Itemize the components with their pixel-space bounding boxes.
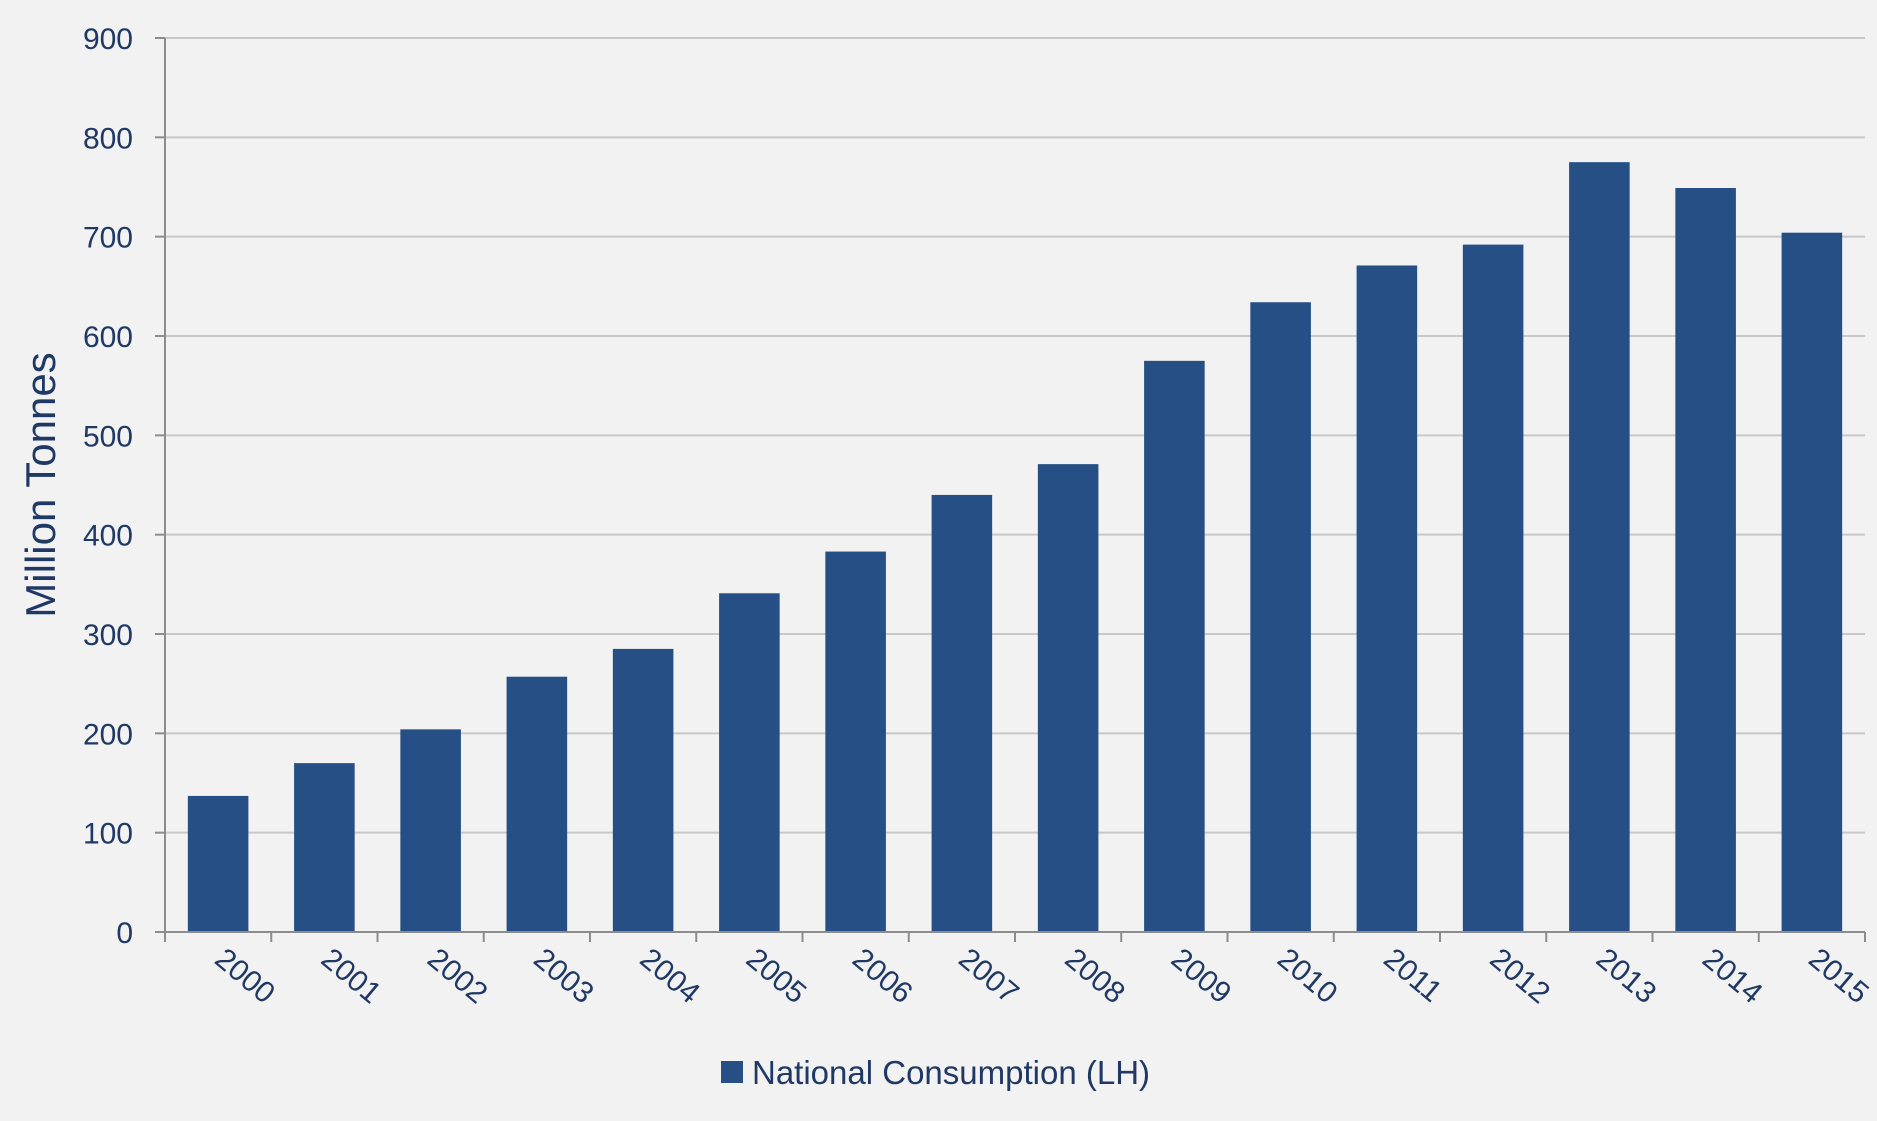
bar-2012 xyxy=(1462,244,1524,932)
x-tick-label: 2003 xyxy=(527,942,599,1010)
x-tick-label: 2012 xyxy=(1484,942,1556,1010)
bar-2011 xyxy=(1356,265,1418,932)
y-tick-label: 600 xyxy=(83,321,133,354)
bar-2002 xyxy=(400,729,461,932)
legend-label: National Consumption (LH) xyxy=(752,1054,1150,1091)
x-tick-label: 2015 xyxy=(1802,942,1874,1010)
x-tick-label: 2001 xyxy=(315,942,387,1010)
y-tick-label: 700 xyxy=(83,222,133,255)
x-tick-label: 2006 xyxy=(846,942,918,1010)
bar-2015 xyxy=(1781,232,1843,932)
bar-2004 xyxy=(612,648,674,932)
y-tick-label: 800 xyxy=(83,122,133,155)
x-tick-label: 2013 xyxy=(1590,942,1662,1010)
x-tick-label: 2000 xyxy=(209,942,281,1010)
bar-2006 xyxy=(825,551,886,932)
y-tick-label: 100 xyxy=(83,818,133,851)
y-tick-label: 200 xyxy=(83,718,133,751)
axes xyxy=(164,38,1866,942)
y-tick-label: 900 xyxy=(83,23,133,56)
legend-swatch xyxy=(721,1061,743,1083)
bar-2007 xyxy=(931,494,993,932)
bar-2005 xyxy=(719,593,780,932)
bar-2000 xyxy=(187,795,249,932)
x-tick-label: 2004 xyxy=(634,942,706,1010)
bars xyxy=(187,162,1843,932)
bar-2001 xyxy=(294,763,355,932)
legend: National Consumption (LH) xyxy=(721,1054,1150,1091)
x-tick-label: 2010 xyxy=(1271,942,1343,1010)
x-tick-label: 2008 xyxy=(1059,942,1131,1010)
x-tick-label: 2011 xyxy=(1377,942,1448,1009)
y-tick-label: 500 xyxy=(83,420,133,453)
bar-2008 xyxy=(1037,464,1099,932)
y-tick-label: 400 xyxy=(83,520,133,553)
bar-2010 xyxy=(1250,302,1311,932)
y-axis-title: Million Tonnes xyxy=(17,352,64,617)
x-tick-label: 2009 xyxy=(1165,942,1237,1010)
bar-2003 xyxy=(506,676,568,932)
bar-2014 xyxy=(1675,187,1736,932)
y-tick-labels: 0 100 200 300 400 500 600 700 800 900 xyxy=(83,23,133,950)
x-tick-labels: 2000 2001 2002 2003 2004 2005 2006 2007 2008 2009… xyxy=(209,942,1875,1010)
x-tick-label: 2005 xyxy=(740,942,812,1010)
y-tick-label: 300 xyxy=(83,619,133,652)
bar-2009 xyxy=(1144,360,1205,932)
x-tick-label: 2002 xyxy=(421,942,493,1010)
bar-2013 xyxy=(1569,162,1630,932)
x-tick-label: 2014 xyxy=(1696,942,1768,1010)
x-tick-label: 2007 xyxy=(952,942,1024,1010)
y-tick-label: 0 xyxy=(116,917,133,950)
